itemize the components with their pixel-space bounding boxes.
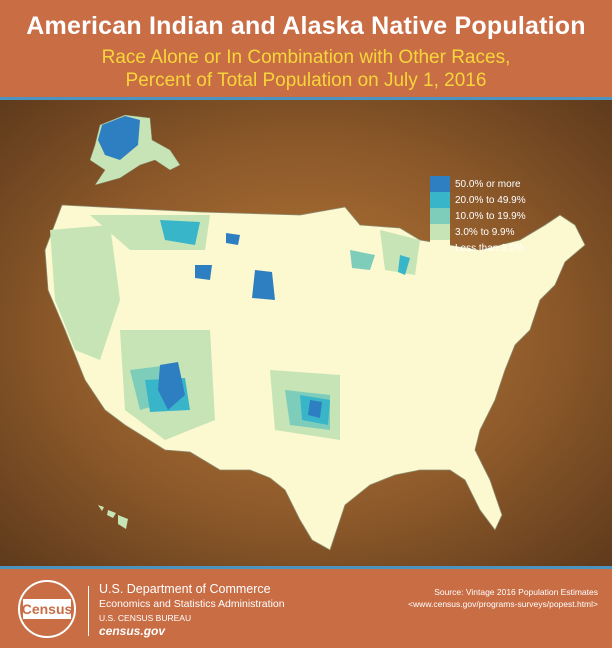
subtitle-line-1: Race Alone or In Combination with Other … [101, 47, 511, 68]
administration-name: Economics and Statistics Administration [99, 598, 285, 610]
alaska-high [98, 116, 140, 160]
top-divider [0, 97, 612, 100]
department-name: U.S. Department of Commerce [99, 582, 271, 596]
us-county-map [44, 114, 586, 551]
majority-counties [158, 233, 322, 418]
legend-item: 3.0% to 9.9% [430, 224, 526, 240]
subtitle-line-2: Percent of Total Population on July 1, 2… [125, 70, 487, 91]
footer-divider [88, 586, 89, 636]
map-area: 50.0% or more 20.0% to 49.9% 10.0% to 19… [0, 100, 612, 566]
source-note: Source: Vintage 2016 Population Estimate… [408, 586, 598, 610]
legend: 50.0% or more 20.0% to 49.9% 10.0% to 19… [430, 176, 526, 256]
map-title: American Indian and Alaska Native Popula… [26, 12, 586, 40]
census-logo: Census [18, 580, 76, 638]
legend-item: Less than 3.0% [430, 240, 526, 256]
legend-item: 10.0% to 19.9% [430, 208, 526, 224]
legend-item: 20.0% to 49.9% [430, 192, 526, 208]
bureau-name: U.S. CENSUS BUREAU [99, 613, 192, 623]
footer: Census U.S. Department of Commerce Econo… [0, 569, 612, 648]
source-url[interactable]: <www.census.gov/programs-surveys/popest.… [408, 599, 598, 609]
website-link[interactable]: census.gov [99, 624, 166, 638]
bottom-divider [0, 566, 612, 569]
legend-item: 50.0% or more [430, 176, 526, 192]
header: American Indian and Alaska Native Popula… [0, 0, 612, 97]
source-text: Source: Vintage 2016 Population Estimate… [434, 587, 598, 597]
map-subtitle: Race Alone or In Combination with Other … [0, 46, 612, 92]
svg-text:Census: Census [22, 601, 73, 617]
hawaii [98, 505, 128, 529]
